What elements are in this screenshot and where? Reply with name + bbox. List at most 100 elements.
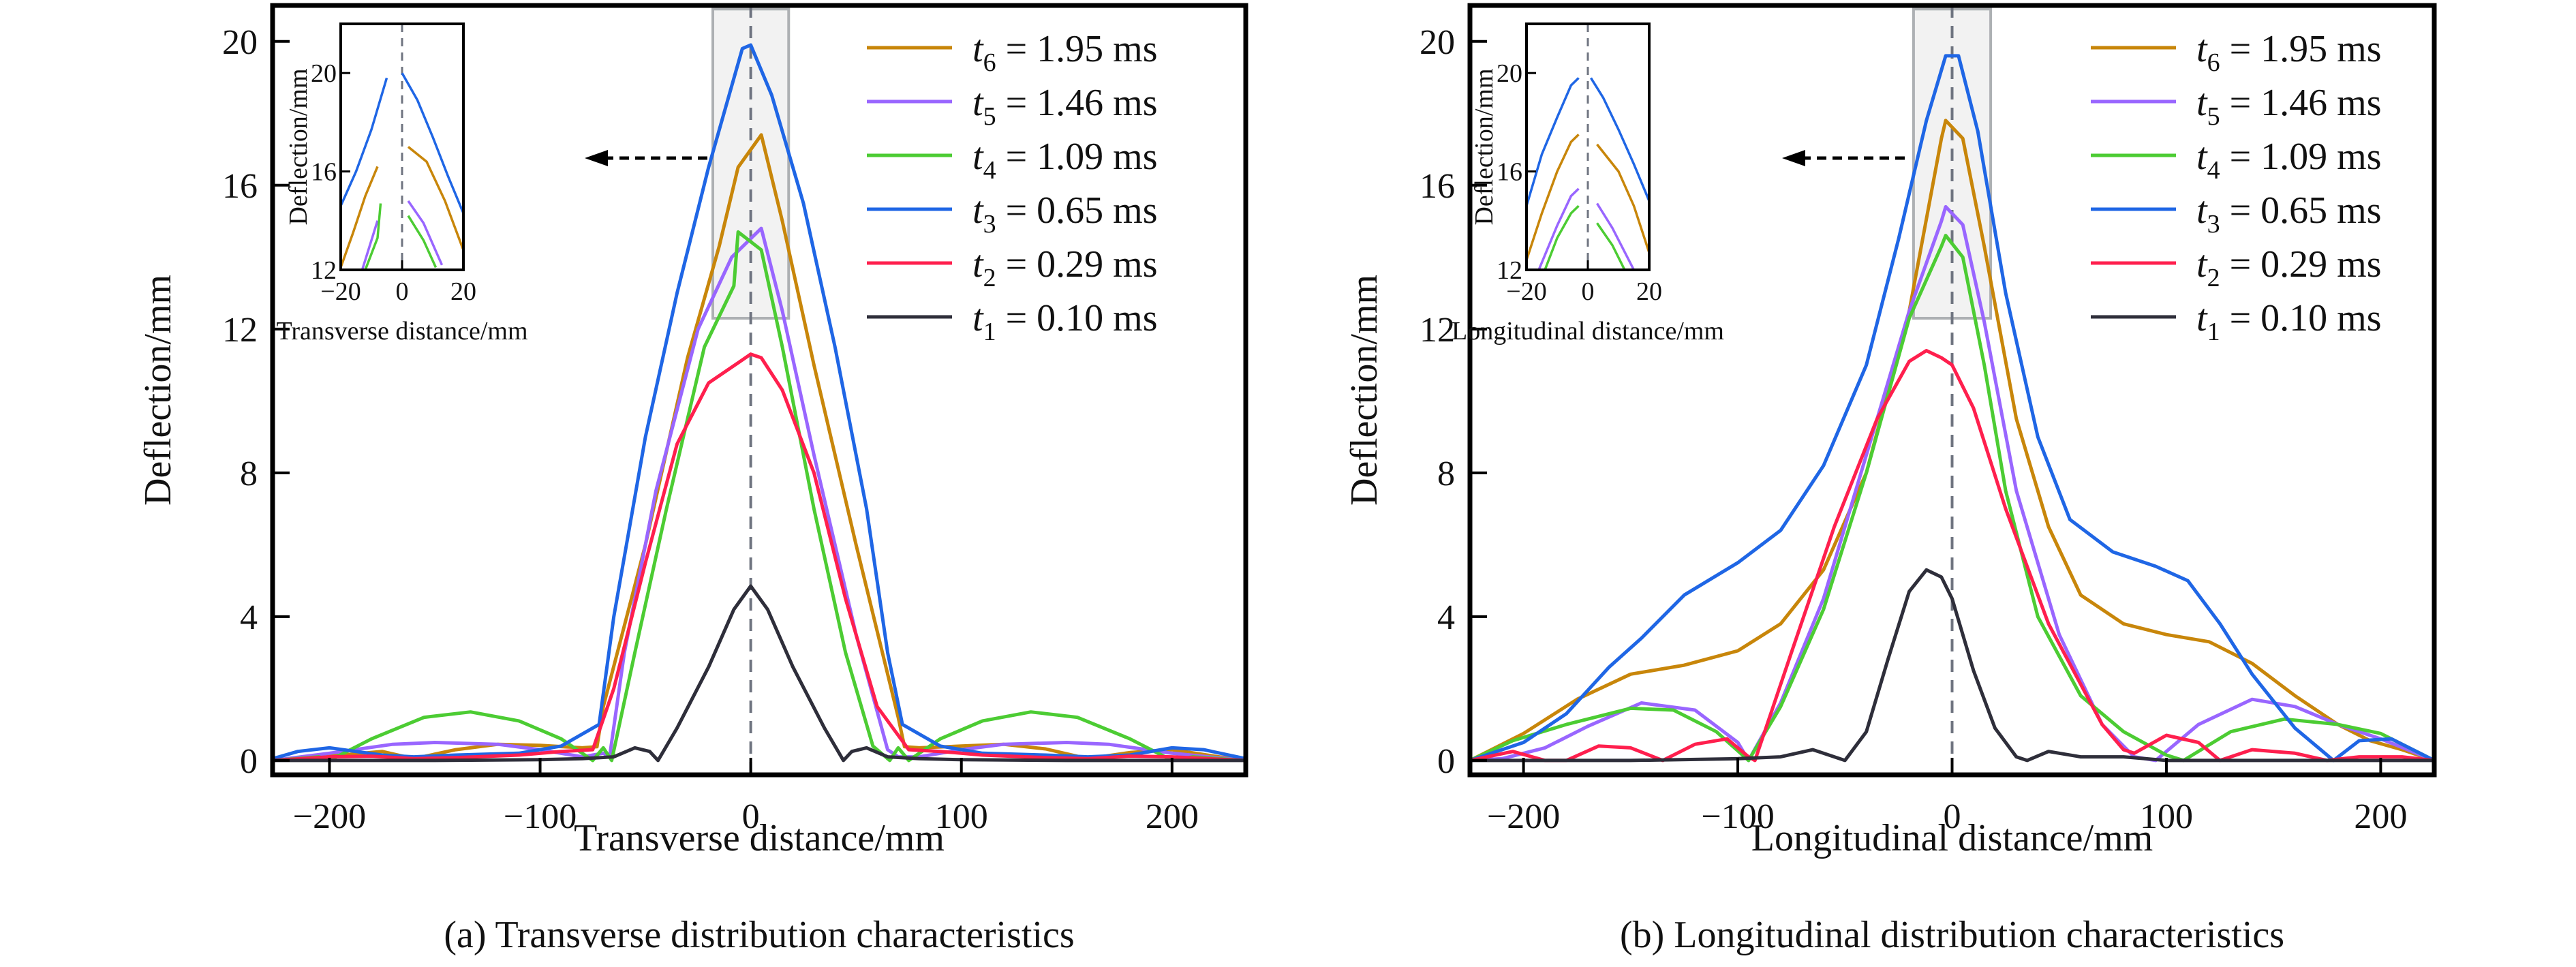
y-tick-label: 4 <box>240 598 258 637</box>
legend-label: t6 = 1.95 ms <box>2196 28 2382 77</box>
legend-item-t6: t6 = 1.95 ms <box>867 28 1158 77</box>
x-tick-label: 0 <box>1944 797 1961 836</box>
series-line-t1 <box>273 584 1246 763</box>
inset-series-line-t3 <box>1527 77 1580 206</box>
inset-series-group <box>341 72 463 270</box>
legend-label-sub: 3 <box>983 210 996 239</box>
series-group <box>273 43 1246 763</box>
legend-label-sub: 2 <box>2207 264 2220 292</box>
inset-series-line-t4 <box>407 215 438 268</box>
legend-label-main: t <box>2196 136 2208 178</box>
series-line-t4 <box>273 230 1246 763</box>
series-line-t6 <box>1470 119 2434 763</box>
inset: −20 0 20 12 16 20 Longitudinal distance/mm Defl… <box>1452 22 1724 346</box>
legend-label: t1 = 0.10 ms <box>2196 297 2382 346</box>
arrow-left-icon <box>585 150 608 166</box>
inset-x-tick-label: 20 <box>450 277 476 306</box>
inset-series-line-t3 <box>401 72 463 214</box>
series-line-t3 <box>1470 54 2434 763</box>
legend-label-sub: 5 <box>2207 102 2220 131</box>
inset-bg <box>341 24 463 270</box>
y-tick-label: 8 <box>240 455 258 493</box>
inset-y-tick-label: 20 <box>1497 59 1522 88</box>
x-axis-title: Longitudinal distance/mm <box>1751 817 2153 859</box>
inset-x-tick-label: 0 <box>1582 277 1595 306</box>
legend-label: t4 = 1.09 ms <box>2196 136 2382 185</box>
inset-y-tick-label: 16 <box>311 158 337 187</box>
plot-frame <box>270 3 1248 778</box>
legend-item-t5: t5 = 1.46 ms <box>867 82 1158 131</box>
inset-y-tick-label: 20 <box>311 59 337 88</box>
inset-x-tick-label: −20 <box>320 277 361 306</box>
legend-label-main: t <box>972 136 984 178</box>
inset-series-line-t5 <box>361 220 379 270</box>
legend-item-t6: t6 = 1.95 ms <box>2091 28 2382 77</box>
legend-label-value: = 0.65 ms <box>2220 189 2382 232</box>
inset-y-axis-title: Deflection/mm <box>1470 68 1499 225</box>
legend-label-value: = 0.29 ms <box>996 243 1158 286</box>
legend-label: t4 = 1.09 ms <box>972 136 1158 185</box>
legend-item-t4: t4 = 1.09 ms <box>867 136 1158 185</box>
y-tick-label: 12 <box>1420 311 1455 350</box>
legend-item-t1: t1 = 0.10 ms <box>867 297 1158 346</box>
series-group <box>1470 54 2434 763</box>
x-tick-label: −200 <box>1487 797 1560 836</box>
legend-label-value: = 1.95 ms <box>996 28 1158 70</box>
legend-item-t5: t5 = 1.46 ms <box>2091 82 2382 131</box>
inset-x-tick-label: 0 <box>396 277 409 306</box>
inset-series-line-t5 <box>1537 187 1580 270</box>
inset-series-line-t5 <box>407 200 444 266</box>
legend-label-sub: 4 <box>2207 156 2220 185</box>
figure-caption: (b) Longitudinal distribution characteri… <box>1620 914 2284 956</box>
x-tick-label: 100 <box>935 797 988 836</box>
legend-label-sub: 6 <box>983 48 996 77</box>
x-tick-label: −100 <box>1701 797 1774 836</box>
legend-label: t3 = 0.65 ms <box>2196 189 2382 239</box>
series-line-t6 <box>273 133 1246 763</box>
legend-label-main: t <box>972 82 984 124</box>
series-line-t5 <box>273 226 1246 763</box>
legend-label-sub: 1 <box>2207 318 2220 346</box>
legend-label-main: t <box>2196 28 2208 70</box>
x-tick-label: 0 <box>742 797 760 836</box>
inset-series-line-t5 <box>1596 202 1636 270</box>
x-tick-label: −100 <box>504 797 577 836</box>
legend-label-main: t <box>972 28 984 70</box>
x-tick-label: 200 <box>1146 797 1199 836</box>
legend-label: t5 = 1.46 ms <box>972 82 1158 131</box>
legend-label: t2 = 0.29 ms <box>972 243 1158 292</box>
y-tick-label: 12 <box>222 311 258 350</box>
legend-item-t4: t4 = 1.09 ms <box>2091 136 2382 185</box>
x-tick-label: 100 <box>2140 797 2193 836</box>
legend-label: t5 = 1.46 ms <box>2196 82 2382 131</box>
inset-y-tick-label: 12 <box>311 256 337 285</box>
legend-label-value: = 0.10 ms <box>2220 297 2382 339</box>
legend-label-value: = 0.29 ms <box>2220 243 2382 286</box>
legend-label-value: = 1.46 ms <box>996 82 1158 124</box>
inset-series-line-t6 <box>407 146 463 251</box>
legend-label: t3 = 0.65 ms <box>972 189 1158 239</box>
inset-series-line-t6 <box>1527 134 1580 261</box>
series-line-t2 <box>1470 349 2434 763</box>
inset-x-axis-title: Longitudinal distance/mm <box>1452 317 1724 346</box>
legend-label-value: = 0.65 ms <box>996 189 1158 232</box>
inset-series-group <box>1527 77 1649 270</box>
legend-label: t1 = 0.10 ms <box>972 297 1158 346</box>
y-tick-label: 16 <box>222 167 258 206</box>
inset-x-tick-label: 20 <box>1636 277 1662 306</box>
inset: −20 0 20 12 16 20 Transverse distance/mm Deflec… <box>276 22 528 346</box>
inset-series-line-t4 <box>364 203 382 270</box>
series-line-t4 <box>1470 234 2434 763</box>
inset-y-tick-label: 12 <box>1497 256 1522 285</box>
x-tick-label: 200 <box>2354 797 2407 836</box>
legend-item-t3: t3 = 0.65 ms <box>2091 189 2382 239</box>
arrow-left-icon <box>1782 150 1805 166</box>
inset-series-line-t6 <box>1596 143 1649 254</box>
series-line-t5 <box>1470 204 2434 763</box>
legend-label: t2 = 0.29 ms <box>2196 243 2382 292</box>
legend-label-value: = 1.95 ms <box>2220 28 2382 70</box>
inset-y-tick-label: 16 <box>1497 158 1522 187</box>
